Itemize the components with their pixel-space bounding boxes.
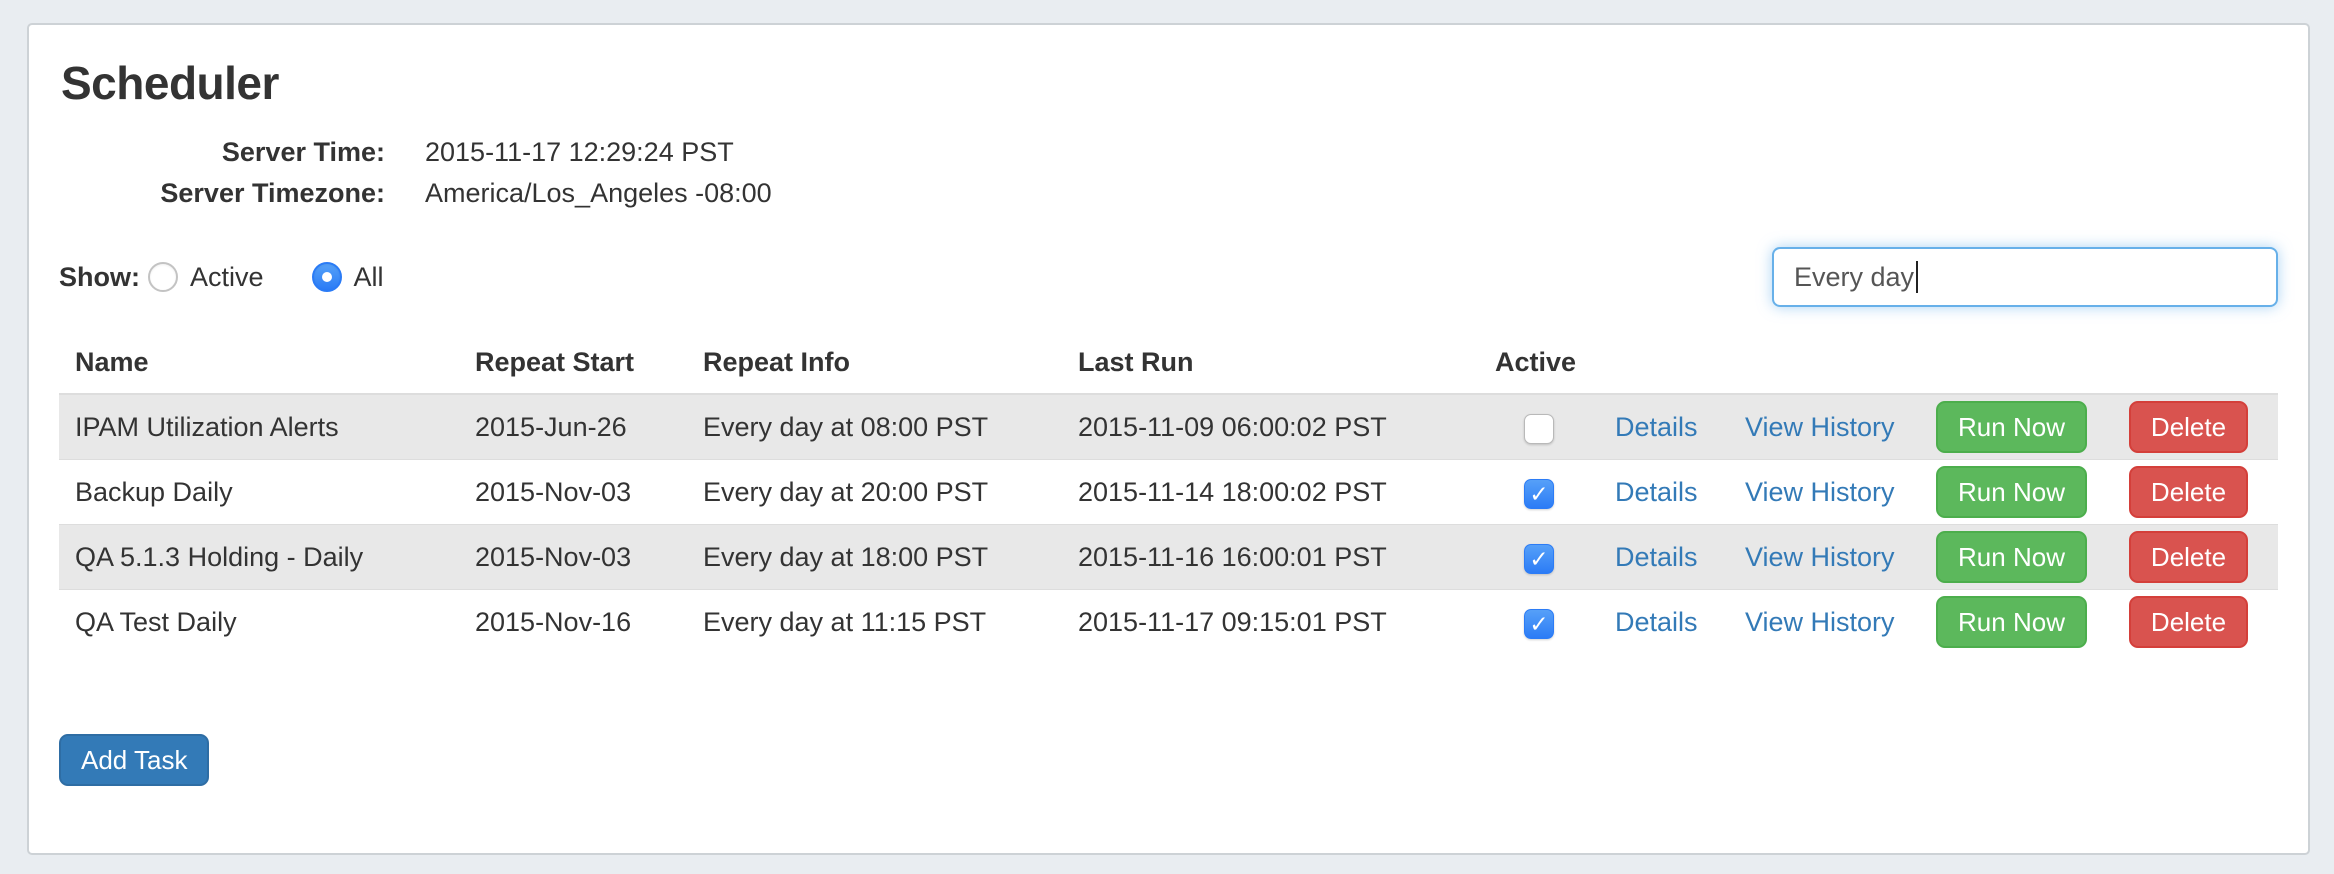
- last-run-cell: 2015-11-16 16:00:01 PST: [1062, 524, 1479, 590]
- radio-all[interactable]: [311, 262, 342, 292]
- header-last-run: Last Run: [1062, 339, 1479, 395]
- active-checkbox[interactable]: ✓: [1524, 543, 1554, 574]
- view-history-link[interactable]: View History: [1745, 542, 1895, 572]
- delete-cell: Delete: [2099, 524, 2278, 590]
- delete-button[interactable]: Delete: [2128, 531, 2249, 583]
- table-row: Backup Daily 2015-Nov-03 Every day at 20…: [59, 459, 2278, 525]
- radio-active[interactable]: [148, 262, 178, 292]
- delete-button[interactable]: Delete: [2128, 401, 2249, 453]
- active-checkbox[interactable]: ✓: [1524, 413, 1554, 444]
- task-table: Name Repeat Start Repeat Info Last Run A…: [59, 339, 2278, 654]
- run-now-cell: Run Now: [1924, 459, 2099, 525]
- add-task-wrap: Add Task: [59, 734, 2278, 786]
- header-repeat-start: Repeat Start: [459, 339, 687, 395]
- server-info: Server Time: 2015-11-17 12:29:24 PST Ser…: [59, 135, 2278, 210]
- active-cell: ✓: [1479, 589, 1599, 654]
- active-cell: ✓: [1479, 459, 1599, 525]
- show-filter-group: Show: Active All: [59, 262, 384, 293]
- table-row: QA 5.1.3 Holding - Daily 2015-Nov-03 Eve…: [59, 524, 2278, 590]
- header-active: Active: [1479, 339, 1599, 395]
- add-task-button[interactable]: Add Task: [59, 734, 210, 786]
- repeat-start-cell: 2015-Jun-26: [459, 393, 687, 460]
- scheduler-panel: Scheduler Server Time: 2015-11-17 12:29:…: [27, 23, 2310, 855]
- checkmark-icon: ✓: [1529, 610, 1549, 637]
- table-row: IPAM Utilization Alerts 2015-Jun-26 Ever…: [59, 393, 2278, 460]
- checkmark-icon: ✓: [1529, 480, 1549, 507]
- delete-cell: Delete: [2099, 393, 2278, 460]
- active-checkbox[interactable]: ✓: [1524, 608, 1554, 639]
- details-link[interactable]: Details: [1615, 412, 1698, 442]
- run-now-button[interactable]: Run Now: [1936, 466, 2087, 518]
- last-run-cell: 2015-11-09 06:00:02 PST: [1062, 393, 1479, 460]
- last-run-cell: 2015-11-17 09:15:01 PST: [1062, 589, 1479, 654]
- header-repeat-info: Repeat Info: [687, 339, 1062, 395]
- repeat-info-cell: Every day at 11:15 PST: [687, 589, 1062, 654]
- table-row: QA Test Daily 2015-Nov-16 Every day at 1…: [59, 589, 2278, 654]
- repeat-start-cell: 2015-Nov-16: [459, 589, 687, 654]
- delete-button[interactable]: Delete: [2128, 466, 2249, 518]
- run-now-cell: Run Now: [1924, 524, 2099, 590]
- details-link[interactable]: Details: [1615, 607, 1698, 637]
- active-checkbox[interactable]: ✓: [1524, 478, 1554, 509]
- details-link[interactable]: Details: [1615, 542, 1698, 572]
- view-history-link[interactable]: View History: [1745, 607, 1895, 637]
- filter-row: Show: Active All Every day: [59, 247, 2278, 307]
- details-link[interactable]: Details: [1615, 477, 1698, 507]
- repeat-info-cell: Every day at 20:00 PST: [687, 459, 1062, 525]
- text-caret: [1916, 261, 1919, 293]
- repeat-info-cell: Every day at 08:00 PST: [687, 393, 1062, 460]
- task-name-cell: QA Test Daily: [59, 589, 459, 654]
- run-now-cell: Run Now: [1924, 393, 2099, 460]
- repeat-start-cell: 2015-Nov-03: [459, 459, 687, 525]
- last-run-cell: 2015-11-14 18:00:02 PST: [1062, 459, 1479, 525]
- radio-all-label[interactable]: All: [353, 261, 384, 292]
- page-title: Scheduler: [61, 57, 279, 109]
- active-cell: ✓: [1479, 524, 1599, 590]
- repeat-info-cell: Every day at 18:00 PST: [687, 524, 1062, 590]
- view-history-cell: View History: [1729, 524, 1924, 590]
- header-name: Name: [59, 339, 459, 395]
- details-cell: Details: [1599, 524, 1729, 590]
- task-name-cell: QA 5.1.3 Holding - Daily: [59, 524, 459, 590]
- server-timezone-label: Server Timezone:: [160, 178, 385, 208]
- search-input[interactable]: Every day: [1772, 247, 2278, 307]
- details-cell: Details: [1599, 589, 1729, 654]
- run-now-button[interactable]: Run Now: [1936, 531, 2087, 583]
- view-history-cell: View History: [1729, 589, 1924, 654]
- view-history-link[interactable]: View History: [1745, 477, 1895, 507]
- task-table-body: IPAM Utilization Alerts 2015-Jun-26 Ever…: [59, 393, 2278, 654]
- server-time-value: 2015-11-17 12:29:24 PST: [425, 137, 734, 167]
- header-actions-spacer: [2099, 339, 2278, 395]
- show-label: Show:: [59, 261, 140, 292]
- active-cell: ✓: [1479, 393, 1599, 460]
- radio-active-label[interactable]: Active: [190, 261, 264, 292]
- view-history-link[interactable]: View History: [1745, 412, 1895, 442]
- server-timezone-value: America/Los_Angeles -08:00: [425, 178, 772, 208]
- header-actions-spacer: [1924, 339, 2099, 395]
- repeat-start-cell: 2015-Nov-03: [459, 524, 687, 590]
- view-history-cell: View History: [1729, 393, 1924, 460]
- run-now-button[interactable]: Run Now: [1936, 401, 2087, 453]
- run-now-cell: Run Now: [1924, 589, 2099, 654]
- search-input-value: Every day: [1794, 261, 1915, 292]
- delete-button[interactable]: Delete: [2128, 596, 2249, 648]
- delete-cell: Delete: [2099, 459, 2278, 525]
- header-actions-spacer: [1599, 339, 1729, 395]
- table-header-row: Name Repeat Start Repeat Info Last Run A…: [59, 339, 2278, 395]
- run-now-button[interactable]: Run Now: [1936, 596, 2087, 648]
- task-name-cell: Backup Daily: [59, 459, 459, 525]
- checkmark-icon: ✓: [1529, 545, 1549, 572]
- details-cell: Details: [1599, 393, 1729, 460]
- details-cell: Details: [1599, 459, 1729, 525]
- header-actions-spacer: [1729, 339, 1924, 395]
- task-name-cell: IPAM Utilization Alerts: [59, 393, 459, 460]
- server-time-label: Server Time:: [221, 137, 385, 167]
- view-history-cell: View History: [1729, 459, 1924, 525]
- delete-cell: Delete: [2099, 589, 2278, 654]
